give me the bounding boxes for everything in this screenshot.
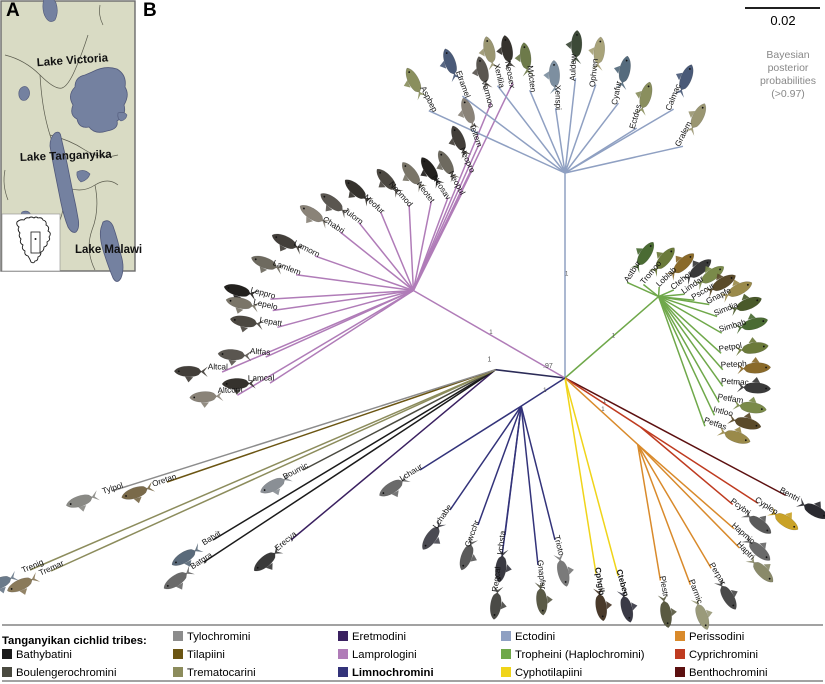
svg-text:Altcal: Altcal — [208, 362, 228, 371]
svg-text:Auldew: Auldew — [568, 54, 578, 81]
svg-text:Cyphotilapiini: Cyphotilapiini — [515, 667, 582, 679]
svg-text:(>0.97): (>0.97) — [771, 88, 805, 100]
svg-text:Tropheini (Haplochromini): Tropheini (Haplochromini) — [515, 649, 645, 661]
svg-text:Lamcal: Lamcal — [248, 373, 275, 382]
svg-text:Lamprologini: Lamprologini — [352, 649, 417, 661]
svg-text:.97: .97 — [543, 363, 553, 370]
svg-text:Trematocarini: Trematocarini — [187, 667, 256, 679]
svg-text:Benthochromini: Benthochromini — [689, 667, 768, 679]
svg-text:1: 1 — [488, 357, 492, 364]
svg-text:Cyprichromini: Cyprichromini — [689, 649, 758, 661]
svg-text:Lake Malawi: Lake Malawi — [75, 244, 142, 256]
svg-text:Altcom: Altcom — [217, 385, 243, 395]
svg-text:Tilapiini: Tilapiini — [187, 649, 225, 661]
svg-text:Eretmodini: Eretmodini — [352, 631, 406, 643]
svg-text:Peteph: Peteph — [721, 359, 748, 369]
svg-text:Bayesian: Bayesian — [766, 49, 809, 61]
svg-text:Tanganyikan cichlid tribes:: Tanganyikan cichlid tribes: — [2, 635, 147, 647]
svg-text:0.02: 0.02 — [770, 13, 795, 28]
svg-text:A: A — [6, 0, 20, 21]
svg-text:Limnochromini: Limnochromini — [352, 667, 434, 679]
svg-text:probabilities: probabilities — [760, 75, 816, 87]
svg-text:Petmac: Petmac — [721, 377, 749, 387]
svg-text:Altfas: Altfas — [250, 347, 271, 357]
svg-text:posterior: posterior — [768, 62, 809, 74]
svg-text:B: B — [143, 0, 157, 21]
svg-text:Ectodini: Ectodini — [515, 631, 555, 643]
svg-text:Bathybatini: Bathybatini — [16, 649, 72, 661]
svg-text:Tylochromini: Tylochromini — [187, 631, 250, 643]
svg-text:Xenspi: Xenspi — [553, 85, 563, 111]
svg-text:Perissodini: Perissodini — [689, 631, 744, 643]
svg-text:Boulengerochromini: Boulengerochromini — [16, 667, 116, 679]
